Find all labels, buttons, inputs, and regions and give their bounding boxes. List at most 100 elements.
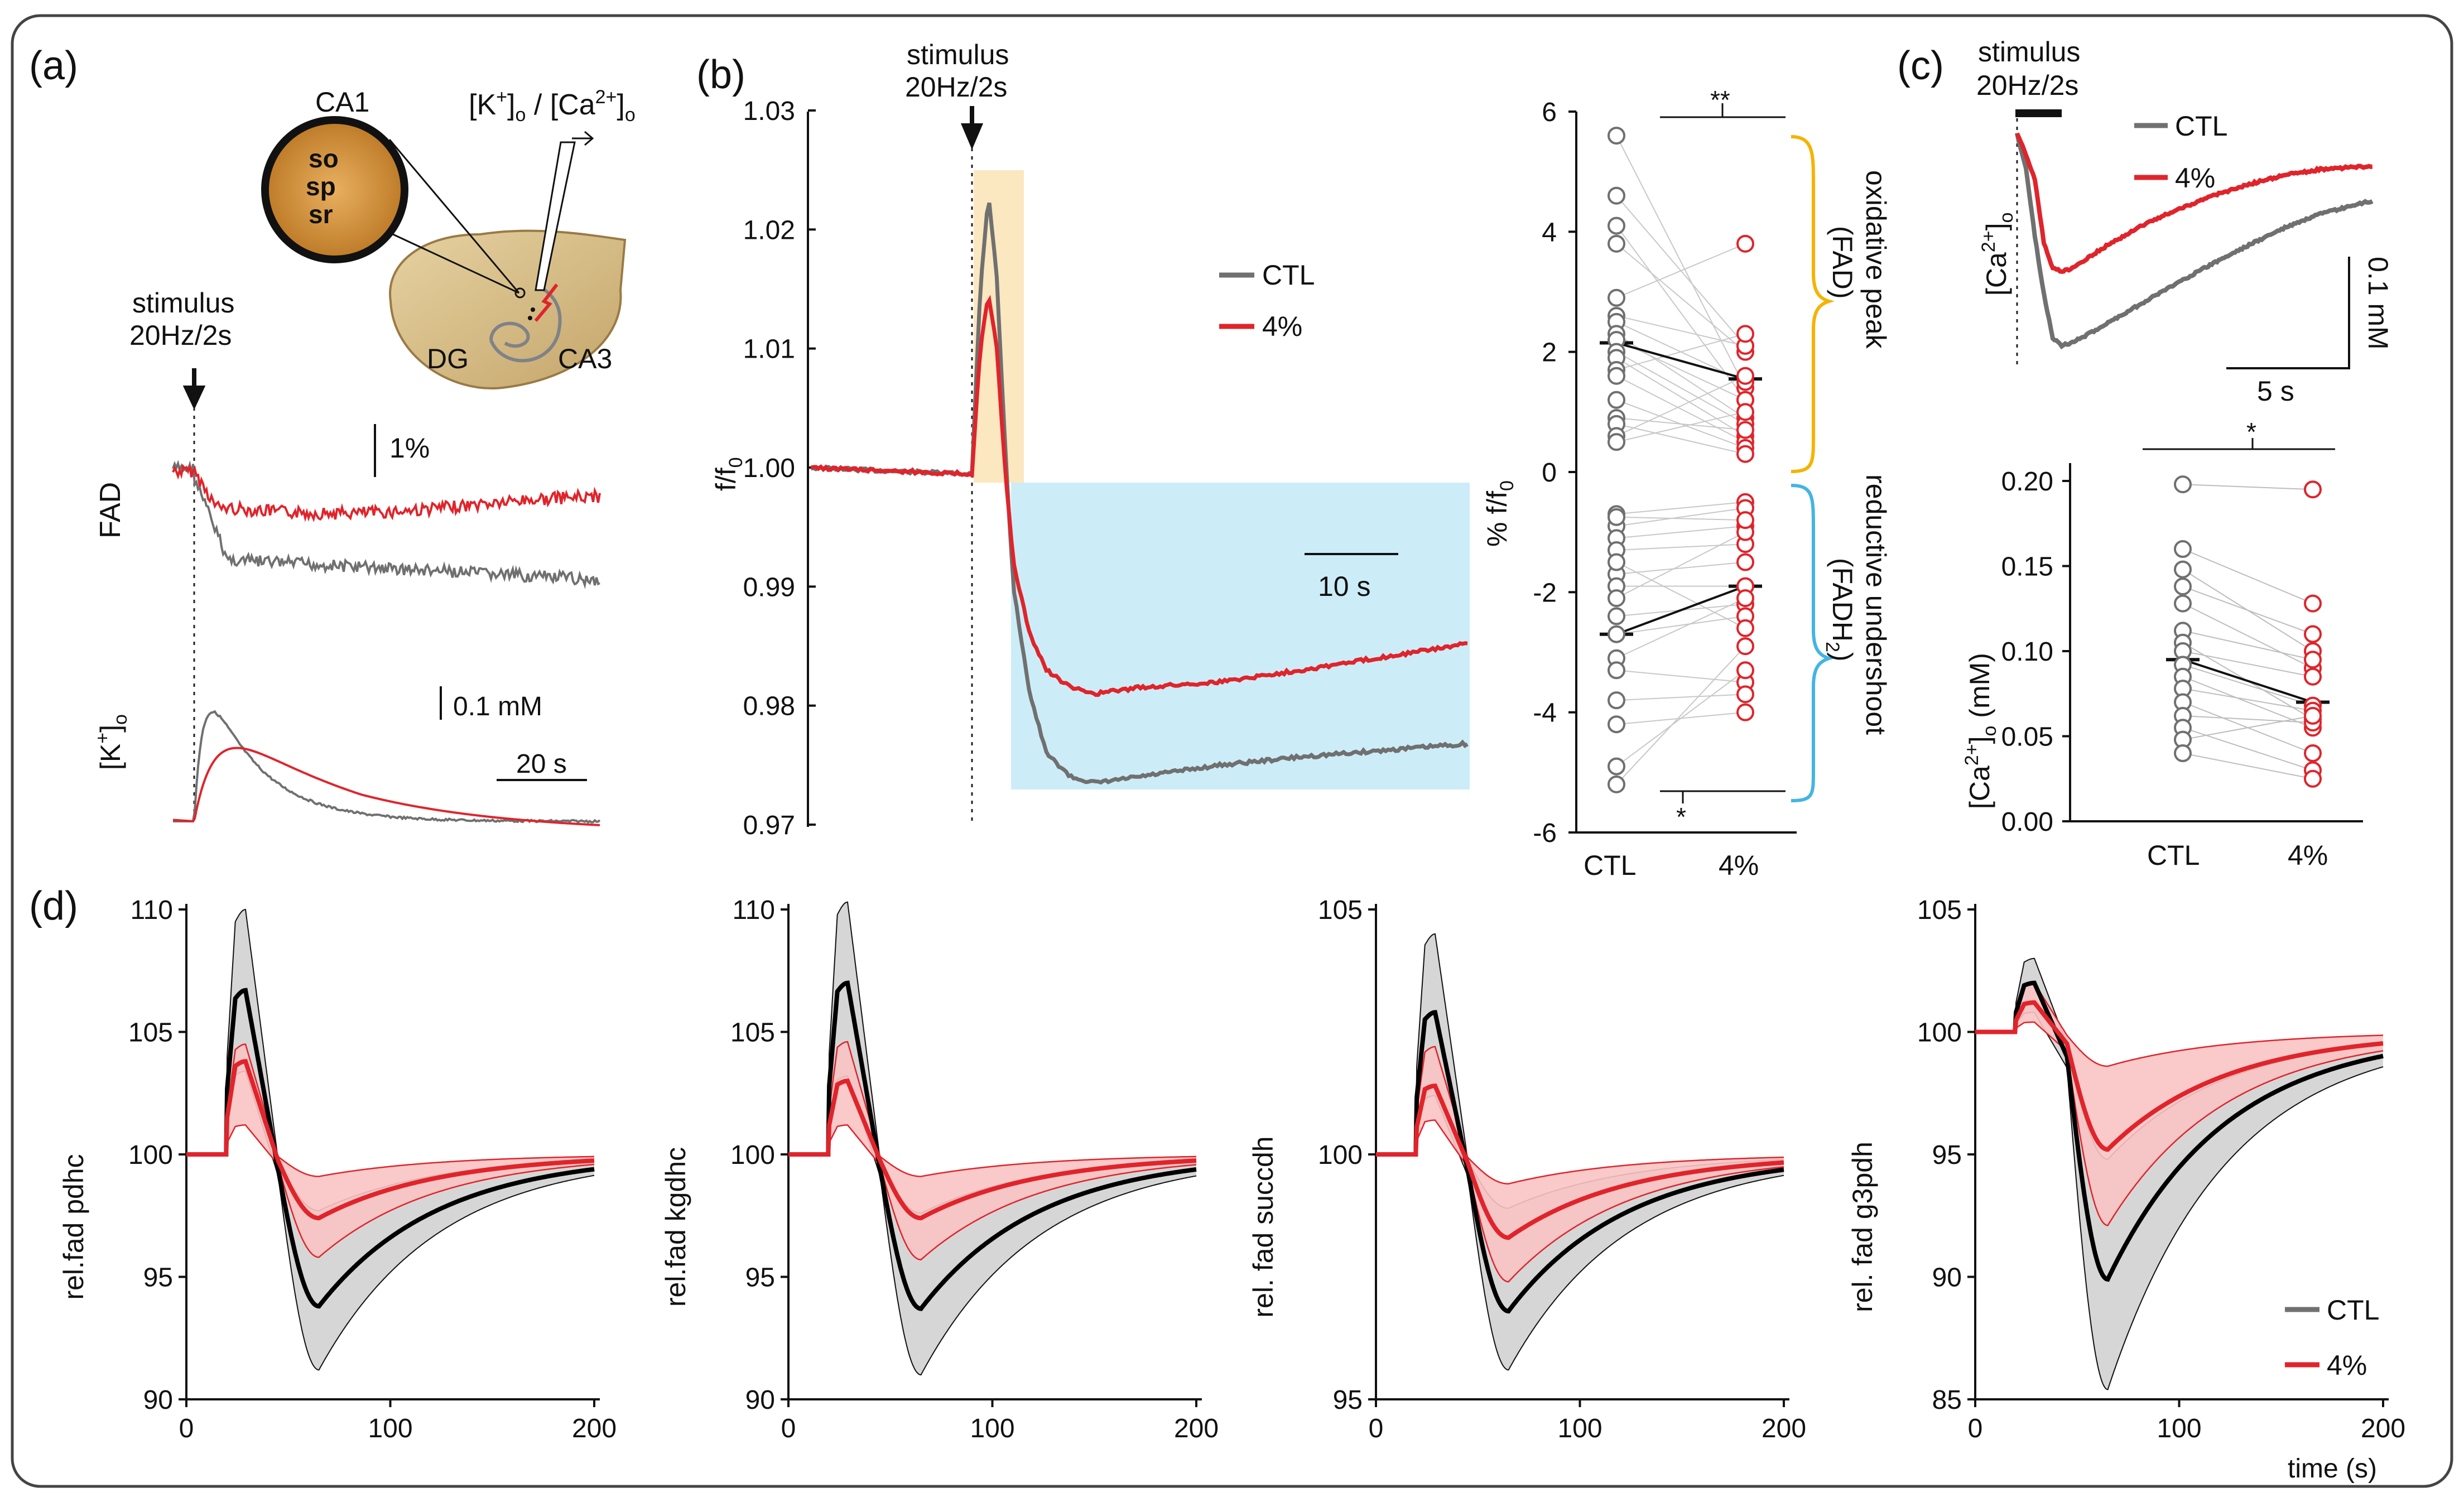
bs-pair-line (1616, 615, 1746, 635)
panel-d: 90 95 100 105 110 0 100 200 rel.fad pdhc 90 95 100 1… (58, 896, 2405, 1443)
b-y-ticks: 0.97 0.98 0.99 1.00 1.01 1.02 1.03 (743, 97, 816, 840)
d-y-tick-label: 95 (1932, 1140, 1962, 1170)
recording-site-marker (514, 287, 526, 299)
cs-sig: * (2246, 417, 2256, 446)
cs-pair-line (2182, 630, 2313, 661)
d-plot-3: 95 100 105 0 100 200 rel. fad succdh (1248, 896, 1806, 1443)
bs-point-4pct (1736, 403, 1754, 421)
d-mean-4pct (1376, 1083, 1784, 1240)
figure-frame (11, 14, 2453, 1488)
bs-point-4pct (1736, 703, 1754, 721)
d-y-tick-label: 90 (143, 1385, 173, 1415)
bs-pair-line (1616, 531, 1746, 599)
brace-oxidative-line1: oxidative peak (1860, 170, 1892, 349)
d-plot-4: 85 90 95 100 105 0 100 200 rel. fad g3pdh (1847, 896, 2405, 1443)
bs-y-ticks: -6 -4 -2 0 2 4 6 (1533, 98, 1576, 848)
d-plot-2: 90 95 100 105 110 0 100 200 rel.fad kgdhc (660, 896, 1219, 1443)
ca1-zoom-circle (261, 116, 408, 263)
bs-point-ctl (1608, 607, 1625, 625)
cs-pair-line (2182, 715, 2313, 740)
bs-pair-line (1616, 670, 1746, 683)
bs-point-ctl (1608, 288, 1625, 307)
layer-sp: sp (306, 172, 336, 201)
d-band-4pct (1376, 1046, 1784, 1282)
legend-c-ctl-label: CTL (2175, 110, 2227, 142)
bs-point-4pct (1736, 553, 1754, 571)
cs-pair-line (2182, 688, 2313, 711)
cs-pair-line (2182, 753, 2313, 779)
d-x-tick-label: 100 (2157, 1414, 2201, 1443)
d-x-tick-label: 200 (1174, 1414, 1219, 1443)
cs-point-4pct (2304, 667, 2322, 686)
d-x-axis-label: time (s) (2288, 1454, 2377, 1484)
b-trace-4pct (810, 295, 1468, 697)
bs-point-ctl (1608, 367, 1625, 385)
ca3-label: CA3 (558, 343, 612, 374)
d-band-4pct-lower (1376, 1119, 1784, 1283)
bs-pair-line (1616, 315, 1746, 346)
fad-scale-label: 1% (389, 432, 430, 464)
bs-mean-line (1616, 585, 1746, 636)
zoom-line-bottom (390, 232, 519, 294)
brace-oxidative (1791, 135, 1835, 473)
bs-xtick-ctl: CTL (1584, 850, 1636, 881)
b-y-tick-label: 1.02 (743, 215, 795, 245)
d-band-4pct-upper (186, 1043, 594, 1177)
d-y-tick-label: 110 (130, 896, 173, 925)
bs-point-4pct (1736, 511, 1754, 529)
d-band-4pct (186, 1044, 594, 1258)
d-y-axis-label: rel.fad kgdhc (660, 1147, 691, 1307)
d-band-4pct-upper (1975, 982, 2383, 1067)
cs-pair-line (2182, 727, 2313, 771)
bs-pair-line (1616, 375, 1746, 437)
panel-a: CA1 so sp sr [K+]o / [Ca2+]o DG CA3 stim… (92, 86, 636, 826)
bs-point-ctl (1608, 715, 1625, 734)
bs-point-ctl (1608, 757, 1625, 776)
k-conc-scale-label: 0.1 mM (453, 692, 542, 721)
bs-pair-line (1616, 561, 1746, 629)
bs-pair-line (1616, 423, 1746, 455)
b-y-tick-label: 0.98 (743, 692, 795, 721)
fad-axis-label: FAD (94, 482, 127, 538)
d-y-tick-label: 90 (745, 1385, 775, 1415)
electrode-arrow-icon (572, 131, 594, 146)
k-trace-4pct (172, 747, 600, 826)
bs-pair-line (1616, 598, 1746, 659)
bs-pair-line (1616, 411, 1746, 443)
cs-point-4pct (2304, 594, 2322, 613)
b-y-tick-label: 1.01 (743, 335, 795, 364)
d-band-ctl (186, 909, 594, 1370)
d-x-tick-label: 0 (179, 1414, 194, 1443)
d-y-tick-label: 105 (1318, 896, 1363, 925)
d-y-tick-label: 95 (1333, 1385, 1363, 1415)
cs-pair-line (2182, 651, 2313, 677)
cs-point-ctl (2174, 540, 2192, 558)
cs-y-tick-label: 0.15 (2001, 552, 2053, 582)
cs-point-4pct (2304, 706, 2322, 725)
bs-point-ctl (1608, 661, 1625, 680)
b-y-tick-label: 1.00 (743, 454, 795, 483)
bs-y-tick-label: 6 (1542, 98, 1557, 127)
cs-point-ctl (2174, 594, 2192, 613)
d-y-tick-label: 95 (745, 1263, 775, 1293)
cs-pair-line (2182, 586, 2313, 635)
d-x-tick-label: 100 (368, 1414, 412, 1443)
cs-point-4pct (2304, 480, 2322, 499)
bs-y-tick-label: 0 (1542, 458, 1557, 488)
bs-point-4pct (1736, 421, 1754, 439)
bs-pair-line (1616, 525, 1746, 539)
bs-point-4pct (1736, 445, 1754, 463)
stimulus-arrow-b-icon (960, 106, 984, 150)
fad-trace-4pct (172, 464, 601, 522)
brace-reductive-line2: (FADH2) (1822, 558, 1858, 662)
cs-y-tick-label: 0.10 (2001, 637, 2053, 667)
electrode-icon (535, 141, 576, 291)
d-band-4pct-upper (1376, 1046, 1784, 1185)
bs-sig-top: ** (1710, 85, 1730, 114)
bs-point-4pct (1736, 325, 1754, 343)
d-band-4pct-lower (1975, 1021, 2384, 1226)
brace-oxidative-line2: (FAD) (1827, 226, 1858, 299)
bs-mean-line (1616, 341, 1746, 381)
d-band-4pct (788, 1042, 1196, 1260)
d-y-tick-label: 100 (730, 1140, 775, 1170)
